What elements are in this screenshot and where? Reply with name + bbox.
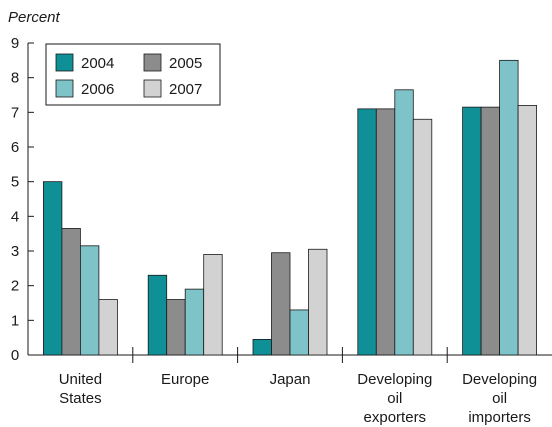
y-tick-label: 9: [11, 35, 19, 52]
bar: [147, 274, 168, 356]
bar: [412, 118, 433, 356]
bar: [394, 89, 414, 356]
legend-label: 2004: [81, 55, 114, 72]
bar: [480, 106, 501, 356]
y-tick-label: 0: [11, 347, 19, 364]
legend-label: 2005: [169, 55, 202, 72]
bar: [252, 338, 272, 356]
y-tick-label: 3: [11, 243, 19, 260]
legend-label: 2006: [81, 81, 114, 98]
bar: [517, 105, 537, 356]
legend-box: [45, 43, 221, 106]
x-category-label: Developing oil importers: [462, 371, 537, 426]
y-tick-label: 8: [11, 70, 19, 87]
bar: [98, 299, 118, 356]
bar: [184, 288, 205, 356]
bar: [166, 299, 186, 356]
bars: [43, 59, 537, 356]
axes: 0 1 2 3 4 5 6 7 8 9 United States Europe Japan Develop…: [11, 35, 552, 426]
y-tick-label: 4: [11, 208, 19, 225]
bar: [499, 59, 519, 356]
y-tick-label: 7: [11, 104, 19, 121]
bar: [289, 309, 309, 356]
y-tick-label: 5: [11, 174, 19, 191]
legend-swatch: [143, 79, 162, 98]
x-category-label: Europe: [161, 371, 209, 388]
bar: [61, 228, 81, 356]
bar: [203, 254, 223, 356]
bar: [308, 248, 328, 356]
x-category-label: United States: [59, 371, 102, 407]
bar: [375, 108, 396, 356]
y-tick-label: 1: [11, 312, 19, 329]
y-tick-label: 6: [11, 139, 19, 156]
bar: [43, 181, 63, 356]
bar: [80, 245, 100, 356]
legend-label: 2007: [169, 81, 202, 98]
x-category-label: Developing oil exporters: [357, 371, 432, 426]
y-tick-label: 2: [11, 278, 19, 295]
bar: [462, 106, 482, 356]
legend-swatch: [55, 79, 74, 98]
legend-swatch: [143, 53, 162, 72]
bar: [271, 252, 291, 356]
bar: [357, 108, 377, 356]
legend-swatch: [55, 53, 74, 72]
y-axis-label: Percent: [8, 9, 61, 26]
x-category-label: Japan: [270, 371, 311, 388]
legend: 2004 2005 2006 2007: [45, 43, 221, 106]
